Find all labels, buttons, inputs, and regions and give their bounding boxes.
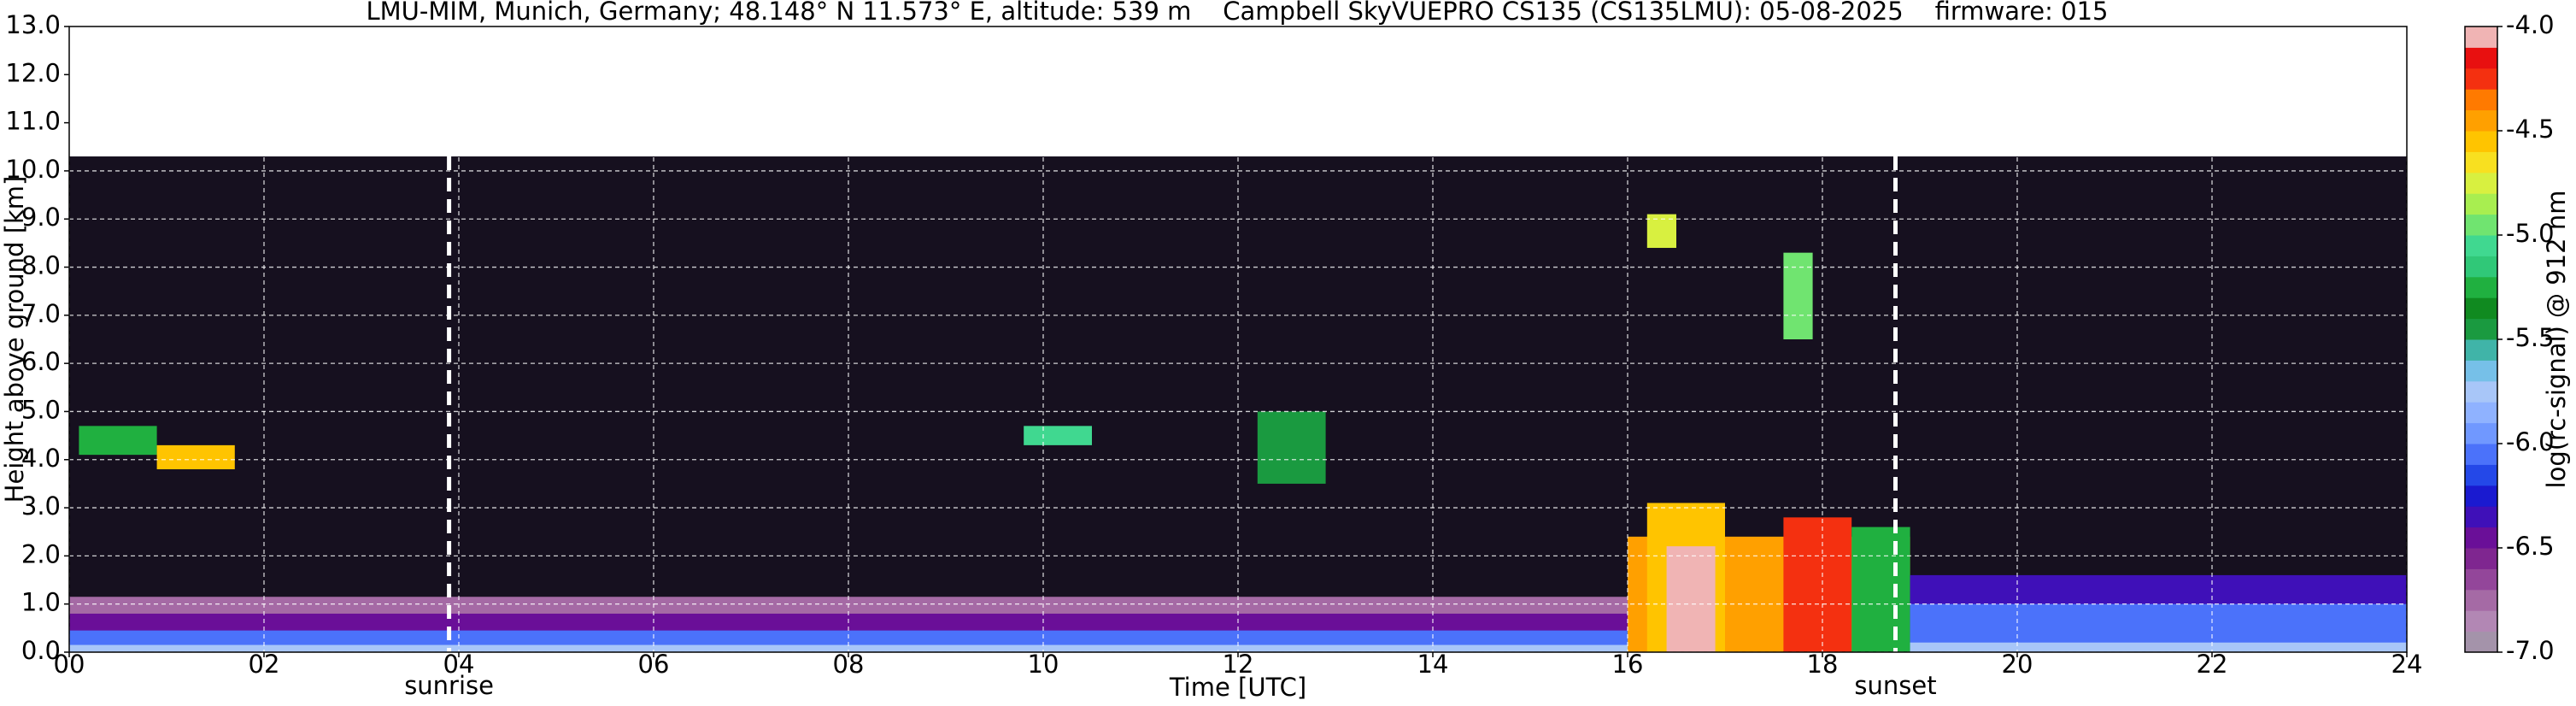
- colorbar-cell: [2465, 422, 2497, 444]
- y-tick-label: 8.0: [21, 251, 61, 280]
- y-tick-label: 12.0: [5, 58, 61, 87]
- colorbar-cell: [2465, 527, 2497, 549]
- signal-cell: [1783, 252, 1813, 339]
- colorbar-cell: [2465, 610, 2497, 632]
- colorbar-tick-label: -5.5: [2506, 323, 2555, 352]
- colorbar-cell: [2465, 193, 2497, 215]
- signal-cell: [1024, 426, 1092, 445]
- colorbar-cell: [2465, 47, 2497, 69]
- annotation-label: sunrise: [404, 671, 494, 700]
- colorbar-cell: [2465, 172, 2497, 194]
- colorbar-cell: [2465, 631, 2497, 653]
- colorbar-cell: [2465, 214, 2497, 236]
- signal-cell: [1910, 642, 2407, 652]
- colorbar-cell: [2465, 402, 2497, 424]
- x-axis-label: Time [UTC]: [1169, 673, 1306, 702]
- y-tick-label: 10.0: [5, 155, 61, 184]
- colorbar-cell: [2465, 589, 2497, 611]
- y-tick-label: 7.0: [21, 299, 61, 328]
- colorbar-cell: [2465, 568, 2497, 591]
- y-tick-label: 6.0: [21, 347, 61, 376]
- colorbar-cell: [2465, 485, 2497, 507]
- y-tick-label: 13.0: [5, 10, 61, 39]
- signal-cell: [69, 644, 1628, 652]
- y-tick-label: 1.0: [21, 588, 61, 617]
- colorbar-cell: [2465, 68, 2497, 90]
- colorbar-cell: [2465, 360, 2497, 382]
- y-tick-label: 3.0: [21, 491, 61, 521]
- colorbar-cell: [2465, 151, 2497, 174]
- colorbar-cell: [2465, 297, 2497, 320]
- colorbar-tick-label: -5.0: [2506, 219, 2555, 248]
- colorbar-cell: [2465, 26, 2497, 48]
- colorbar-cell: [2465, 276, 2497, 298]
- y-axis-label: Height above ground [km]: [0, 176, 29, 503]
- signal-cell: [79, 426, 157, 456]
- signal-cell: [1257, 411, 1326, 484]
- colorbar-tick-label: -4.0: [2506, 10, 2555, 39]
- colorbar-cell: [2465, 131, 2497, 152]
- y-tick-label: 11.0: [5, 107, 61, 136]
- signal-cell: [1851, 527, 1910, 652]
- y-tick-label: 2.0: [21, 539, 61, 568]
- signal-cell: [156, 444, 235, 470]
- colorbar-cell: [2465, 444, 2497, 465]
- colorbar-tick-label: -6.5: [2506, 532, 2555, 561]
- colorbar-cell: [2465, 256, 2497, 278]
- plot-frame: [68, 26, 2408, 653]
- colorbar-cell: [2465, 318, 2497, 340]
- y-tick-label: 5.0: [21, 395, 61, 424]
- colorbar-cell: [2465, 548, 2497, 569]
- colorbar-cell: [2465, 235, 2497, 256]
- colorbar-cell: [2465, 506, 2497, 528]
- colorbar-tick-label: -7.0: [2506, 636, 2555, 665]
- y-tick-label: 9.0: [21, 203, 61, 232]
- colorbar-tick-label: -4.5: [2506, 115, 2555, 144]
- signal-cell: [1783, 517, 1852, 652]
- colorbar-cell: [2465, 380, 2497, 403]
- colorbar-cell: [2465, 464, 2497, 486]
- colorbar-label: log(rc-signal) @ 912 nm: [2542, 191, 2571, 489]
- y-tick-label: 0.0: [21, 636, 61, 665]
- signal-cell: [1646, 214, 1676, 249]
- colorbar-cell: [2465, 89, 2497, 111]
- chart-title: LMU-MIM, Munich, Germany; 48.148° N 11.5…: [367, 0, 2109, 26]
- signal-cell: [1666, 546, 1716, 652]
- annotation-label: sunset: [1854, 671, 1936, 700]
- colorbar-tick-label: -6.0: [2506, 427, 2555, 456]
- colorbar-cell: [2465, 339, 2497, 361]
- colorbar-cell: [2465, 109, 2497, 132]
- y-tick-label: 4.0: [21, 444, 61, 473]
